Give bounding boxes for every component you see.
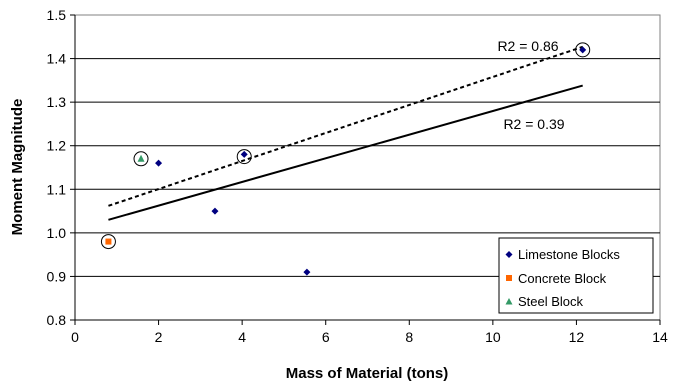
limestone-point [211, 207, 219, 215]
concrete-point [105, 238, 112, 245]
legend-marker-concrete [506, 275, 512, 281]
limestone-point [303, 268, 311, 276]
x-tick-label: 8 [405, 329, 413, 345]
trendline-dotted [108, 45, 584, 207]
x-tick-label: 10 [485, 329, 501, 345]
highlight-circles [100, 42, 591, 250]
y-tick-label: 0.9 [47, 268, 67, 284]
y-tick-label: 0.8 [47, 312, 67, 328]
tick-labels: 0.8 0.9 1.0 1.1 1.2 1.3 1.4 1.5 0 2 4 6 8 10 12 14 [47, 7, 668, 345]
limestone-point [240, 150, 248, 158]
trendlines [108, 45, 584, 221]
x-tick-label: 12 [569, 329, 585, 345]
legend-marker-limestone [505, 251, 513, 258]
trendline-solid-label: R2 = 0.39 [503, 116, 564, 132]
x-tick-label: 4 [238, 329, 246, 345]
steel-point [137, 154, 145, 162]
limestone-point [579, 46, 587, 54]
legend-box [498, 237, 654, 314]
y-axis-title: Moment Magnitude [9, 99, 26, 236]
axes [70, 14, 661, 325]
legend-label-concrete: Concrete Block [518, 271, 607, 286]
x-tick-label: 6 [322, 329, 330, 345]
y-tick-label: 1.3 [47, 94, 67, 110]
highlight-circle [133, 151, 149, 167]
legend-label-limestone: Limestone Blocks [518, 247, 620, 262]
legend-label-steel: Steel Block [518, 294, 584, 309]
highlight-circle [236, 149, 252, 165]
legend: Limestone Blocks Concrete Block Steel Bl… [498, 237, 654, 314]
trendline-solid [108, 84, 583, 221]
legend-marker-steel [505, 298, 513, 305]
highlight-circle [575, 42, 591, 58]
x-tick-label: 14 [652, 329, 668, 345]
trendline-dotted-label: R2 = 0.86 [497, 38, 558, 54]
y-tick-label: 1.0 [47, 225, 67, 241]
y-tick-label: 1.5 [47, 7, 67, 23]
limestone-point [155, 159, 163, 167]
y-tick-label: 1.2 [47, 138, 67, 154]
y-tick-label: 1.4 [47, 51, 67, 67]
highlight-circle [100, 234, 116, 250]
x-tick-label: 2 [155, 329, 163, 345]
x-tick-label: 0 [71, 329, 79, 345]
data-points [105, 46, 587, 276]
y-tick-label: 1.1 [47, 181, 67, 197]
x-axis-title: Mass of Material (tons) [286, 365, 449, 382]
